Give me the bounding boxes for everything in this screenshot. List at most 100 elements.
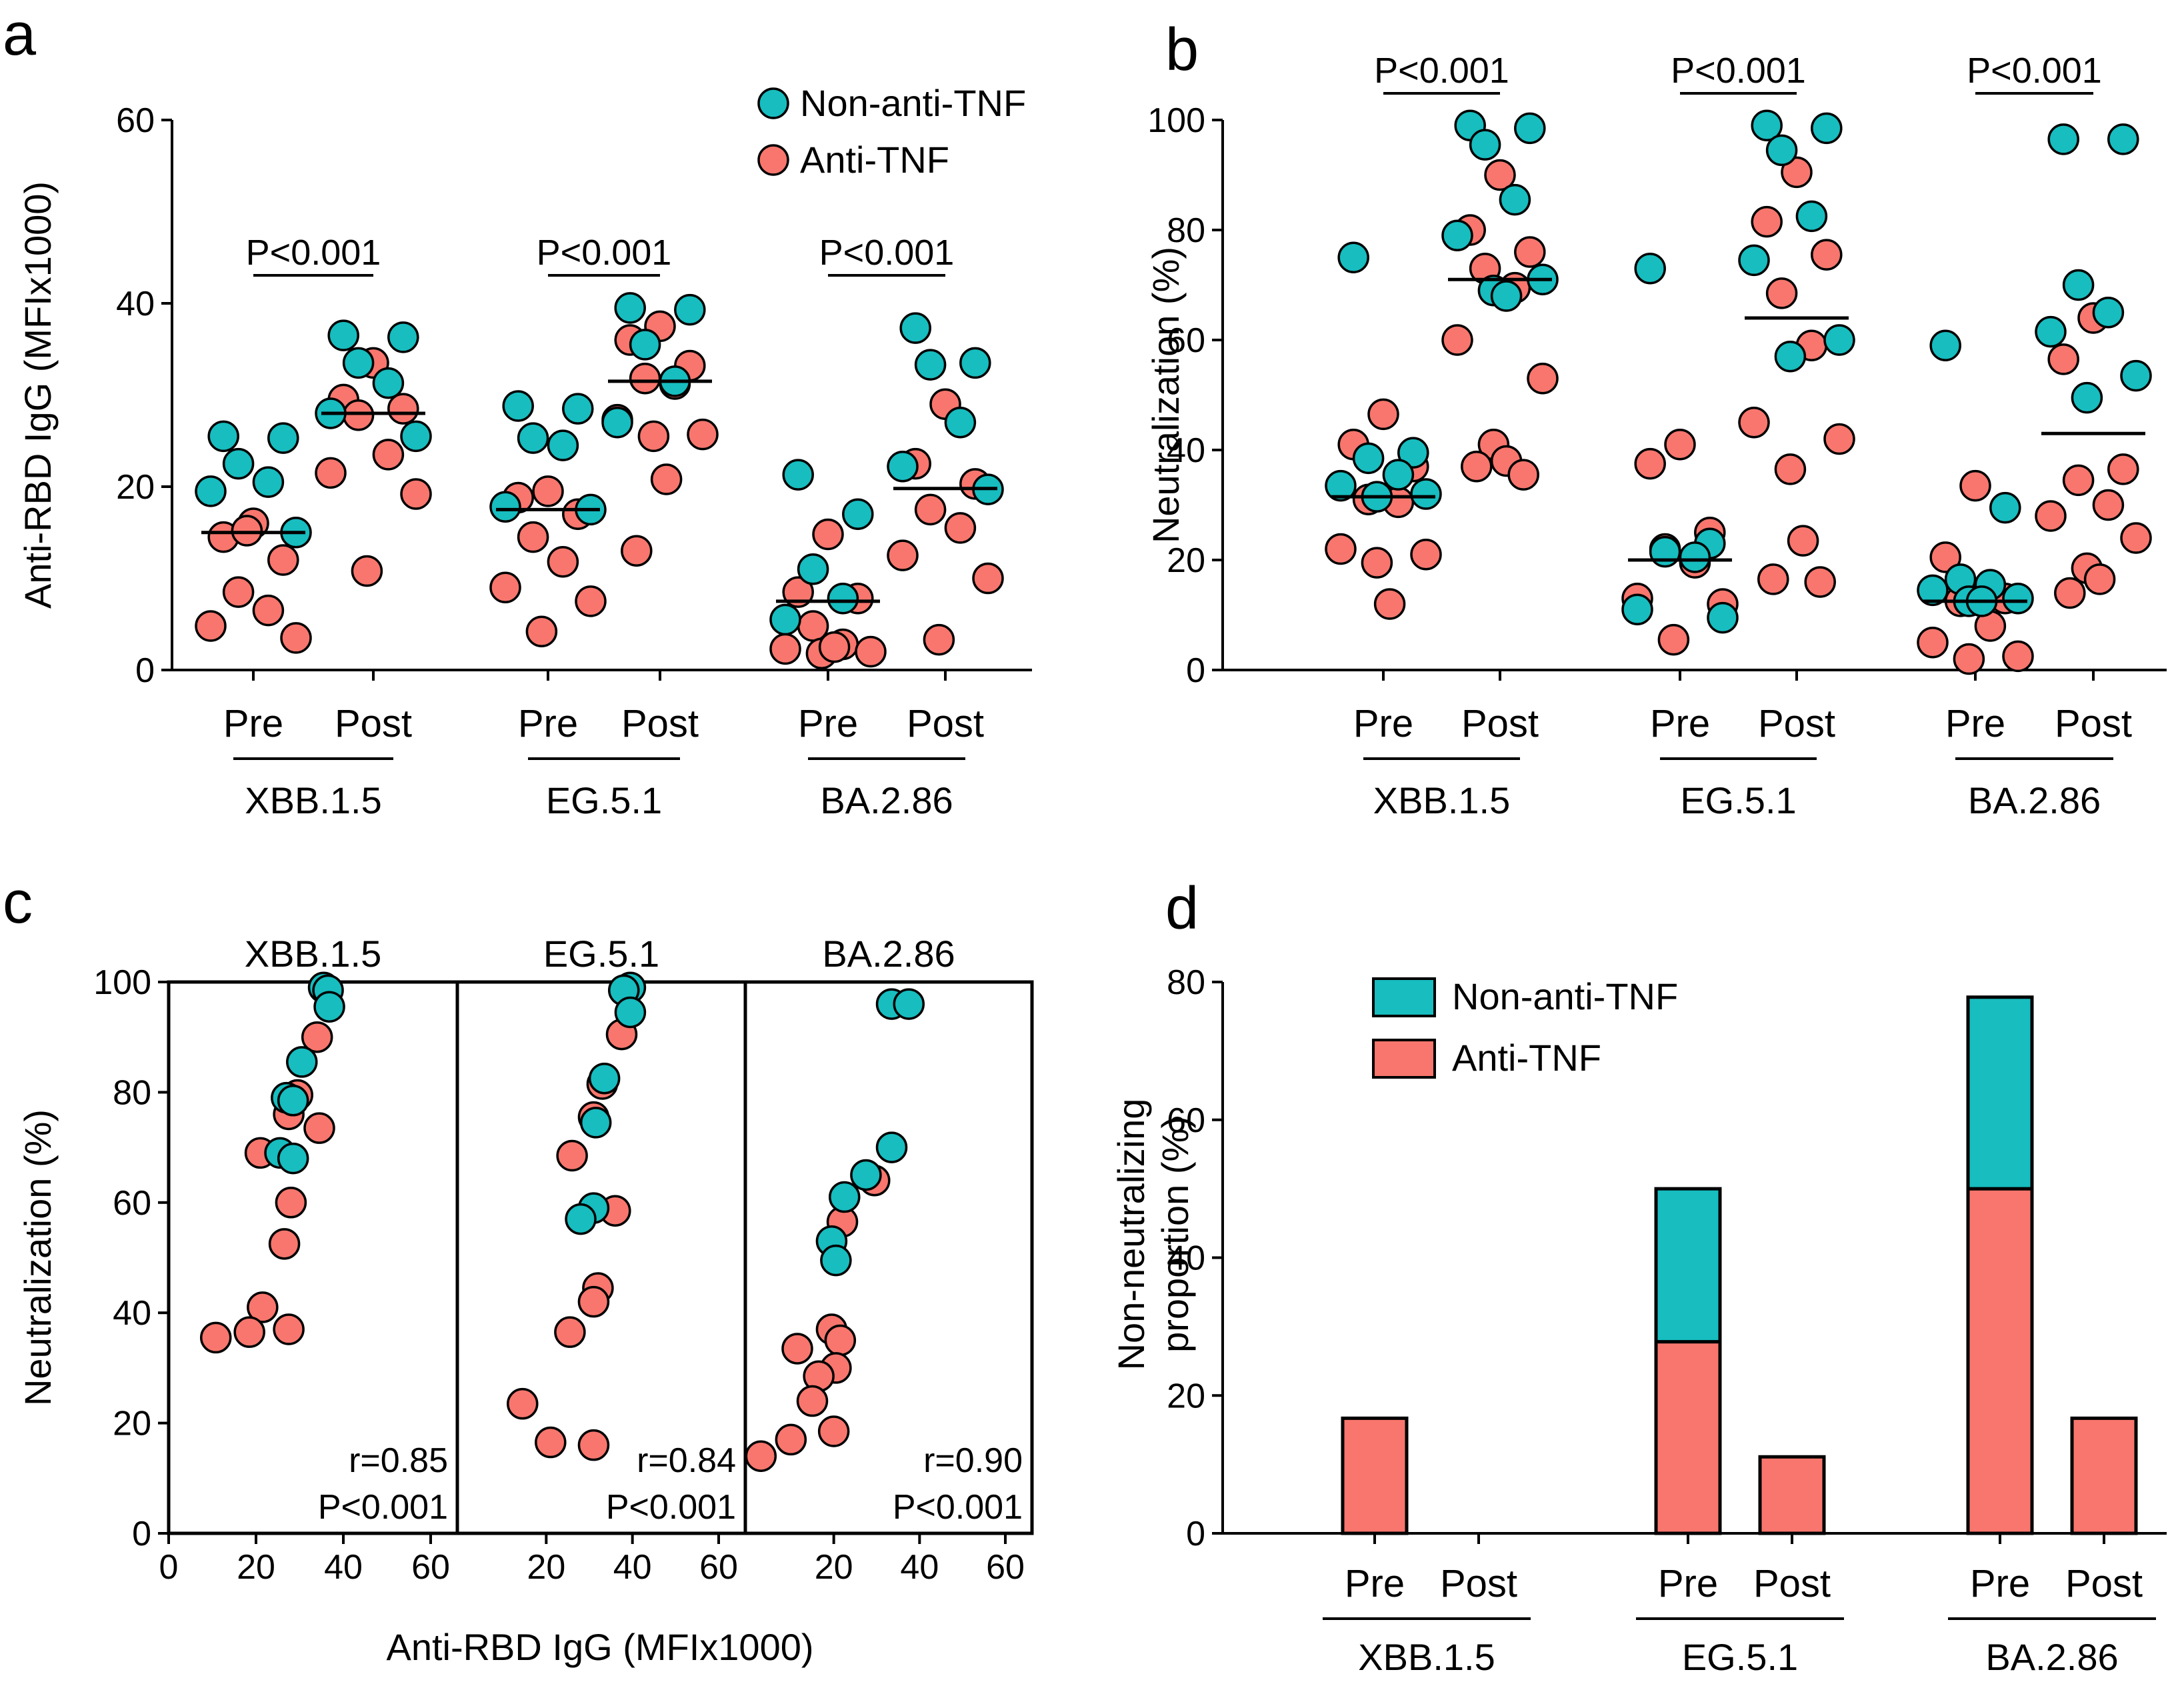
anti-tnf-point: [199, 1321, 232, 1354]
variant-label: EG.5.1: [546, 779, 662, 821]
anti-tnf-point: [687, 418, 719, 451]
anti-tnf-point: [532, 475, 564, 507]
anti-tnf-point: [315, 457, 347, 489]
anti-tnf-point: [775, 1423, 807, 1456]
panel-c-y-label: Neutralization (%): [17, 1109, 59, 1406]
anti-tnf-point: [1461, 451, 1493, 483]
anti-tnf-point: [303, 1112, 335, 1144]
anti-tnf-point: [621, 535, 653, 567]
anti-tnf-point: [1410, 539, 1442, 571]
non-anti-tnf-point: [1397, 437, 1429, 469]
panel-c-x-tick-label: 40: [613, 1548, 652, 1587]
p-value-label: P<0.001: [1671, 51, 1806, 91]
anti-tnf-point: [575, 585, 607, 617]
panel-c-x-tick-label: 60: [411, 1548, 450, 1587]
anti-tnf-point: [2083, 563, 2116, 595]
variant-label: XBB.1.5: [245, 779, 381, 821]
panel-d-y-tick-label: 20: [1167, 1377, 1205, 1415]
anti-tnf-point: [222, 576, 255, 608]
anti-tnf-point: [855, 635, 887, 668]
non-anti-tnf-point: [1410, 478, 1442, 510]
anti-tnf-point: [745, 1440, 777, 1472]
anti-tnf-point: [233, 1316, 265, 1348]
panel-d-y-tick-label: 40: [1167, 1239, 1205, 1278]
anti-tnf-point: [2047, 343, 2079, 375]
non-anti-tnf-point: [387, 321, 419, 353]
non-anti-tnf-point: [614, 996, 647, 1029]
anti-tnf-point: [1781, 156, 1813, 189]
non-anti-tnf-point: [2107, 123, 2139, 155]
panel-d-y-tick-label: 80: [1167, 963, 1205, 1002]
panel-label-b: b: [1165, 17, 1199, 83]
anti-tnf-point: [1634, 447, 1666, 480]
panel-label-c: c: [3, 869, 33, 936]
anti-tnf-point: [535, 1426, 567, 1459]
non-anti-tnf-point: [1989, 491, 2021, 524]
non-anti-tnf-point: [1382, 459, 1415, 491]
non-anti-tnf-bar: [1966, 995, 2034, 1191]
correlation-p-label: P<0.001: [318, 1488, 448, 1527]
non-anti-tnf-point: [1337, 241, 1369, 273]
variant-label: BA.2.86: [1985, 1636, 2118, 1678]
panel-label-d: d: [1165, 875, 1199, 942]
non-anti-tnf-point: [1649, 535, 1681, 568]
anti-tnf-point: [781, 1333, 813, 1365]
non-anti-tnf-point: [944, 407, 977, 439]
non-anti-tnf-point: [1325, 469, 1357, 502]
correlation-p-label: P<0.001: [606, 1488, 736, 1527]
anti-tnf-point: [1361, 547, 1393, 579]
anti-tnf-point: [1959, 469, 1991, 502]
panel-c-x-tick-label: 20: [237, 1548, 275, 1587]
panel-d-condition-label: Pre: [1658, 1562, 1718, 1605]
panel-b-condition-label: Post: [1758, 702, 1835, 745]
non-anti-tnf-point: [313, 991, 345, 1023]
anti-tnf-point: [2120, 522, 2152, 554]
anti-tnf-point: [944, 512, 977, 544]
panel-d-y-tick-label: 0: [1186, 1515, 1205, 1553]
anti-tnf-point: [1657, 623, 1690, 656]
non-anti-tnf-point: [797, 553, 829, 585]
anti-tnf-point: [252, 594, 285, 627]
non-anti-tnf-point: [829, 1181, 861, 1213]
non-anti-tnf-point: [327, 319, 359, 351]
panel-b-condition-label: Pre: [1353, 702, 1413, 745]
anti-tnf-point: [547, 546, 579, 578]
panel-b-y-tick-label: 80: [1167, 211, 1205, 250]
panel-b-condition-label: Post: [2055, 702, 2132, 745]
legend-anti-tnf-swatch: [757, 144, 789, 176]
non-anti-tnf-point: [502, 390, 534, 422]
anti-tnf-point: [1664, 429, 1696, 461]
subpanel-title: XBB.1.5: [245, 933, 381, 975]
anti-tnf-point: [273, 1313, 305, 1345]
anti-tnf-point: [247, 1291, 279, 1323]
non-anti-tnf-point: [1679, 541, 1711, 573]
non-anti-tnf-point: [1774, 341, 1807, 373]
legend-anti-tnf-label: Anti-TNF: [1452, 1037, 1601, 1079]
non-anti-tnf-point: [372, 367, 405, 399]
anti-tnf-point: [1441, 324, 1473, 356]
anti-tnf-point: [301, 1021, 333, 1053]
non-anti-tnf-point: [1823, 324, 1855, 356]
non-anti-tnf-point: [588, 1062, 621, 1095]
anti-tnf-point: [818, 631, 851, 663]
panel-d-y-label: Non-neutralizing: [1110, 1099, 1152, 1371]
panel-b-condition-label: Pre: [1945, 702, 2005, 745]
panel-c-x-tick-label: 40: [324, 1548, 363, 1587]
non-anti-tnf-point: [579, 1107, 612, 1139]
non-anti-tnf-point: [1795, 200, 1828, 233]
non-anti-tnf-point: [914, 349, 947, 381]
panel-d-condition-label: Pre: [1970, 1562, 2030, 1605]
panel-a-y-label: Anti-RBD IgG (MFIx1000): [17, 181, 59, 609]
anti-tnf-point: [1373, 588, 1406, 620]
anti-tnf-point: [782, 576, 814, 608]
non-anti-tnf-point: [1352, 442, 1385, 475]
non-anti-tnf-point: [899, 312, 931, 344]
panel-b-condition-label: Post: [1461, 702, 1539, 745]
p-value-label: P<0.001: [1374, 51, 1509, 91]
panel-a-y-tick-label: 60: [116, 101, 155, 140]
panel-a-condition-label: Pre: [798, 702, 858, 745]
panel-a-y-tick-label: 20: [116, 468, 155, 507]
non-anti-tnf-point: [1811, 112, 1843, 145]
panel-b-y-tick-label: 40: [1167, 431, 1205, 470]
